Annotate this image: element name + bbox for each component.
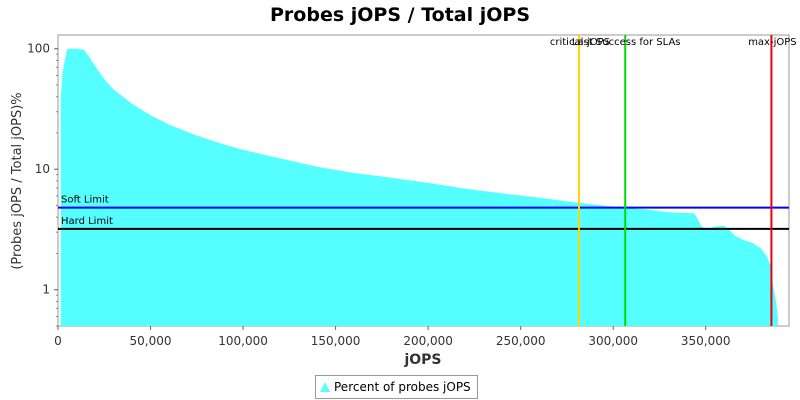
x-axis-label: jOPS [403, 352, 441, 368]
x-tick-label: 150,000 [311, 334, 361, 348]
x-tick-label: 350,000 [681, 334, 731, 348]
x-tick-label: 200,000 [403, 334, 453, 348]
legend-swatch-icon [320, 382, 330, 392]
x-tick-label: 300,000 [588, 334, 638, 348]
limit-line-label: Soft Limit [61, 195, 109, 206]
x-tick-label: 0 [54, 334, 62, 348]
marker-line-label: max-jOPS [748, 37, 796, 48]
x-tick-label: 50,000 [130, 334, 172, 348]
x-tick-label: 250,000 [496, 334, 546, 348]
marker-line-label: Last Success for SLAs [572, 37, 681, 48]
horizontal-lines: Soft Limit Hard Limit [58, 195, 789, 230]
y-tick-label: 1 [42, 283, 50, 297]
marker-line-label: critical-jOPS [550, 37, 610, 48]
chart-title: Probes jOPS / Total jOPS [270, 4, 530, 26]
legend-label: Percent of probes jOPS [334, 380, 471, 394]
legend: Percent of probes jOPS [315, 375, 478, 399]
y-tick-label: 10 [35, 162, 50, 176]
x-axis: 0 50,000 100,000 150,000 200,000 250,000 300,0… [54, 326, 731, 348]
series-area-0 [60, 48, 778, 326]
y-tick-label: 100 [27, 42, 50, 56]
x-tick-label: 100,000 [218, 334, 268, 348]
y-axis-label: (Probes jOPS / Total jOPS)% [10, 92, 25, 269]
limit-line-label: Hard Limit [61, 216, 113, 227]
area-layer [60, 48, 778, 326]
y-axis: 1 10 100 [27, 42, 58, 327]
